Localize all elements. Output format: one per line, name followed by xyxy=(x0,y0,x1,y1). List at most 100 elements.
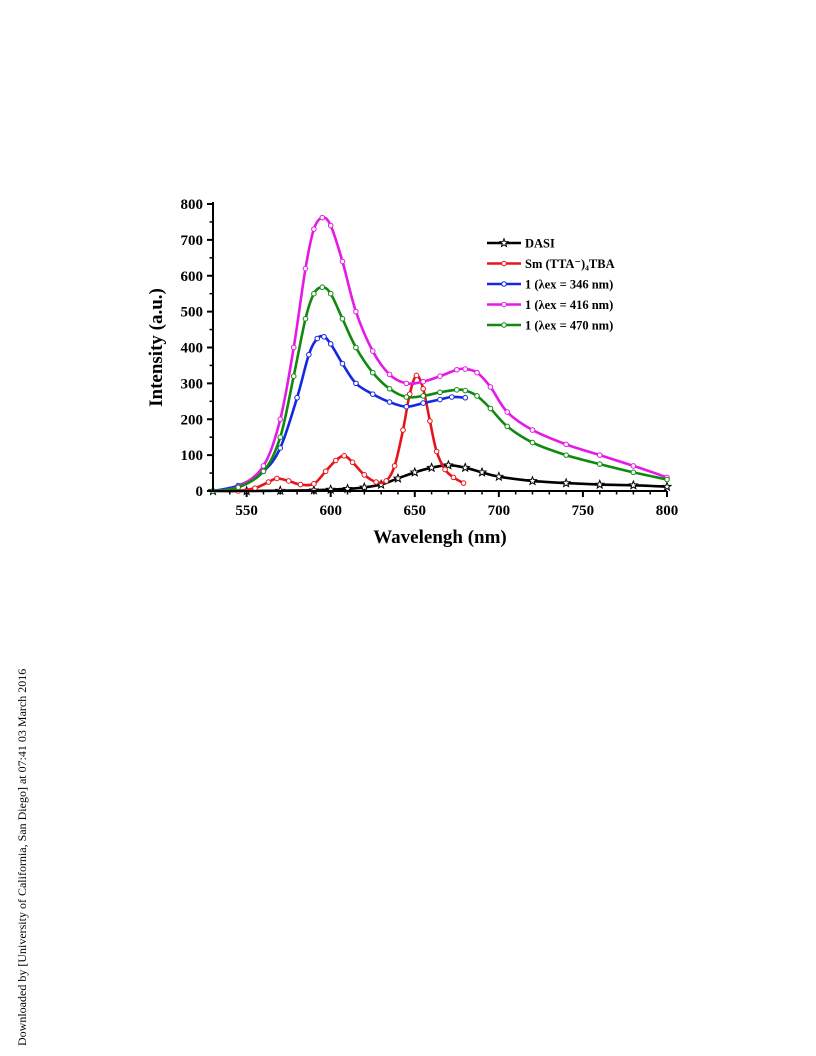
data-point xyxy=(403,394,410,400)
legend-item-2: Sm (TTA⁻)₄TBA xyxy=(487,257,615,271)
data-point xyxy=(462,394,469,401)
data-point xyxy=(413,372,420,379)
data-point xyxy=(661,481,673,492)
legend-label: 1 (λex = 416 nm) xyxy=(525,298,613,312)
x-tick-label: 550 xyxy=(235,503,258,519)
data-point xyxy=(369,348,376,354)
axes: 550 600 650 700 750 800 0 100 200 300 400 500 600 700… xyxy=(181,197,679,519)
data-point xyxy=(400,427,406,433)
data-point xyxy=(353,380,359,387)
y-tick-label: 100 xyxy=(181,448,204,464)
data-point xyxy=(260,468,267,475)
data-point xyxy=(442,466,448,473)
data-point xyxy=(504,423,511,430)
data-point xyxy=(448,394,455,400)
data-point xyxy=(369,391,376,397)
data-point xyxy=(339,258,346,265)
data-point xyxy=(454,366,460,373)
data-point xyxy=(321,333,327,340)
legend-item-5: 1 (λex = 470 nm) xyxy=(487,319,613,333)
x-tick-label: 800 xyxy=(656,503,679,519)
series-4 xyxy=(210,214,670,494)
data-point xyxy=(327,341,334,347)
data-point xyxy=(450,474,457,481)
data-point xyxy=(563,452,569,458)
plot-area xyxy=(207,214,673,496)
data-point xyxy=(391,463,398,469)
y-tick-label: 300 xyxy=(181,376,204,392)
data-point xyxy=(311,481,317,487)
data-point xyxy=(319,214,326,221)
data-point xyxy=(427,418,433,424)
data-point xyxy=(594,478,606,490)
data-point xyxy=(420,385,426,392)
data-point xyxy=(341,453,347,459)
data-point xyxy=(302,265,309,272)
data-point xyxy=(319,284,326,291)
legend-swatch-marker xyxy=(501,281,507,287)
data-point xyxy=(290,344,297,351)
series-line xyxy=(236,374,465,493)
y-axis-title: Intensity (a.u.) xyxy=(146,288,167,407)
data-point xyxy=(327,290,334,297)
x-tick-label: 750 xyxy=(572,503,595,519)
data-point xyxy=(386,399,393,405)
legend-swatch-marker xyxy=(501,301,507,308)
data-point xyxy=(474,393,480,399)
data-point xyxy=(403,403,410,410)
y-tick-label: 500 xyxy=(181,305,204,321)
data-point xyxy=(252,485,258,491)
y-tick-label: 400 xyxy=(181,341,204,357)
data-point xyxy=(476,466,488,477)
data-point xyxy=(297,481,304,488)
data-point xyxy=(426,462,437,473)
data-point xyxy=(443,459,454,470)
data-point xyxy=(277,434,284,440)
data-point xyxy=(260,463,267,469)
data-point xyxy=(361,472,368,478)
data-point xyxy=(437,373,443,379)
data-point xyxy=(403,380,410,387)
data-point xyxy=(314,335,321,342)
series-5 xyxy=(210,284,670,494)
download-watermark: Downloaded by [University of California,… xyxy=(15,668,29,1046)
data-point xyxy=(493,471,505,482)
y-tick-label: 800 xyxy=(181,197,204,213)
legend-label: DASI xyxy=(525,237,555,251)
data-point xyxy=(349,459,356,466)
data-point xyxy=(420,378,426,385)
data-point xyxy=(487,405,494,412)
data-point xyxy=(386,371,393,378)
y-tick-label: 200 xyxy=(181,412,204,428)
data-point xyxy=(630,463,637,469)
data-point xyxy=(322,468,329,475)
data-point xyxy=(462,366,469,372)
data-point xyxy=(294,394,300,401)
data-point xyxy=(373,479,379,485)
x-axis-title: Wavelengh (nm) xyxy=(373,527,507,548)
data-point xyxy=(420,393,426,399)
legend-swatch-marker xyxy=(498,237,510,248)
emission-spectrum-figure: 550 600 650 700 750 800 0 100 200 300 400 500 600 700… xyxy=(136,170,684,550)
legend-label: Sm (TTA⁻)₄TBA xyxy=(525,257,615,271)
data-point xyxy=(487,384,494,390)
data-point xyxy=(306,351,312,358)
data-point xyxy=(332,457,339,464)
data-point xyxy=(265,479,272,485)
y-tick-label: 600 xyxy=(181,269,204,285)
data-point xyxy=(353,344,359,351)
legend-label: 1 (λex = 346 nm) xyxy=(525,278,613,292)
data-point xyxy=(563,441,569,448)
data-point xyxy=(420,400,426,406)
data-point xyxy=(529,439,536,446)
data-point xyxy=(560,477,572,488)
data-point xyxy=(339,316,346,322)
y-tick-label: 0 xyxy=(196,484,204,500)
x-tick-label: 700 xyxy=(488,503,511,519)
data-point xyxy=(596,452,603,458)
data-point xyxy=(437,389,443,396)
legend-item-3: 1 (λex = 346 nm) xyxy=(487,278,613,292)
data-point xyxy=(353,308,359,315)
data-point xyxy=(311,290,317,297)
y-tick-label: 700 xyxy=(181,233,204,249)
